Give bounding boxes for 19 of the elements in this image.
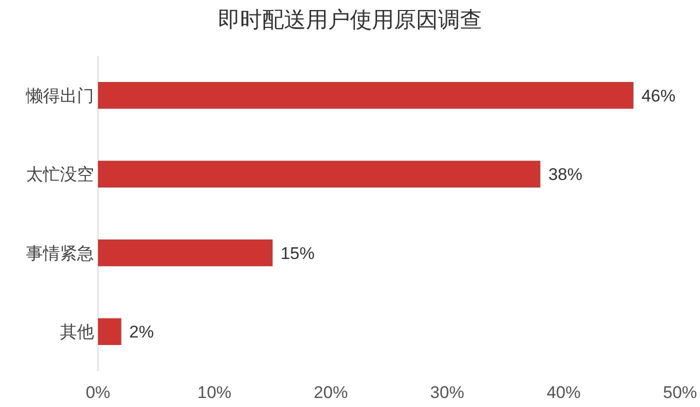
y-tick-label: 其他 xyxy=(60,322,94,342)
y-tick-label: 懒得出门 xyxy=(25,86,94,106)
x-tick-label: 20% xyxy=(314,383,348,402)
chart-title: 即时配送用户使用原因调查 xyxy=(218,7,482,32)
x-tick-label: 30% xyxy=(430,383,464,402)
data-label: 2% xyxy=(129,322,154,342)
y-tick-label: 太忙没空 xyxy=(26,165,94,184)
y-tick-label: 事情紧急 xyxy=(26,244,94,263)
x-tick-label: 40% xyxy=(546,383,581,402)
data-label: 38% xyxy=(548,165,582,184)
x-tick-label: 10% xyxy=(197,383,232,402)
x-tick-label: 50% xyxy=(662,383,698,402)
bar xyxy=(98,239,273,266)
bar xyxy=(98,318,122,346)
data-label: 15% xyxy=(280,244,315,263)
bar xyxy=(98,82,634,109)
data-label: 46% xyxy=(641,86,676,106)
bar xyxy=(98,160,540,188)
x-tick-label: 0% xyxy=(86,383,110,402)
